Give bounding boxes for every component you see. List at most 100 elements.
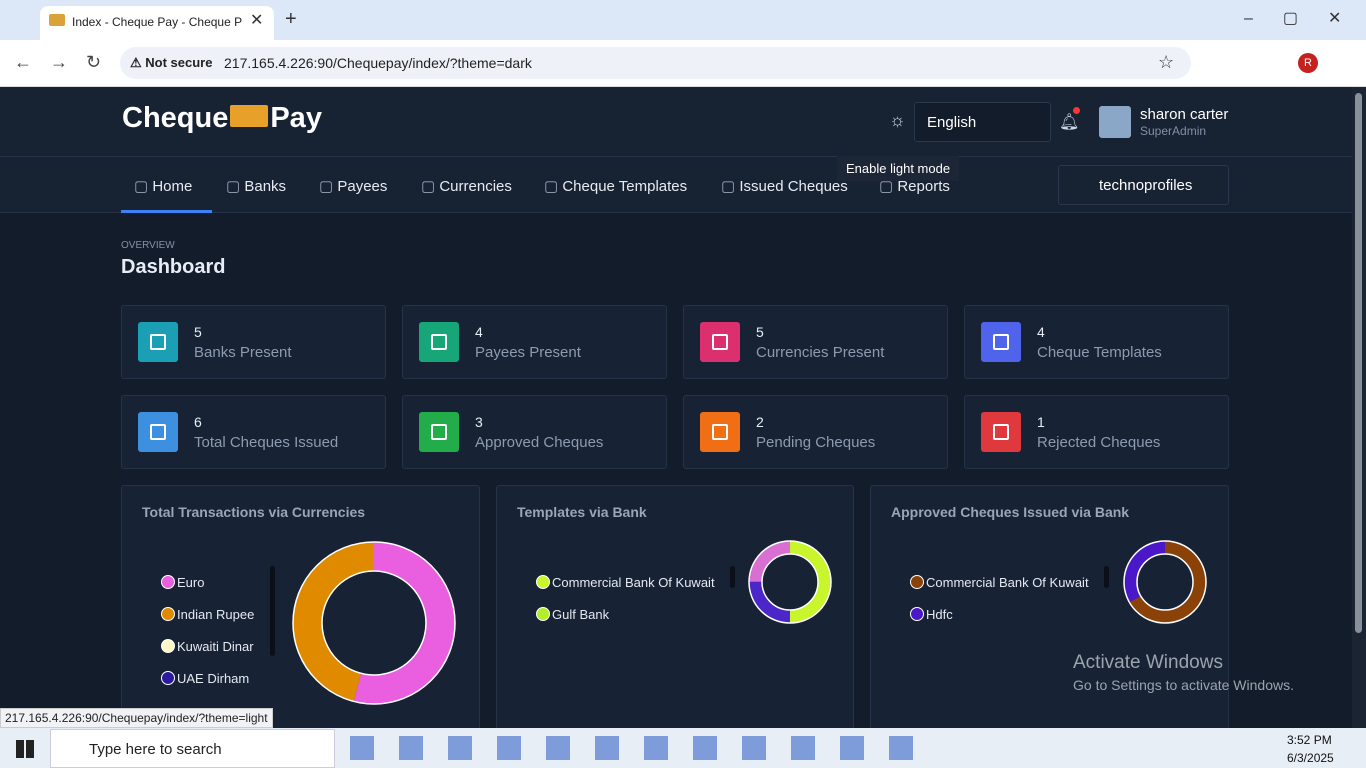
donut-segment[interactable]: [749, 541, 831, 623]
nav-label: Reports: [897, 178, 950, 195]
search-placeholder: Type here to search: [89, 741, 222, 758]
nav-item[interactable]: ▢ Cheque Templates: [544, 177, 687, 195]
start-button[interactable]: [16, 740, 34, 758]
clock-date: 6/3/2025: [1287, 751, 1334, 765]
logo-left: Cheque: [122, 102, 229, 134]
nav-bar: [0, 157, 1352, 213]
donut-segment[interactable]: [293, 542, 455, 704]
security-chip[interactable]: ⚠ Not secure: [130, 55, 213, 70]
legend-label[interactable]: Indian Rupee: [177, 607, 255, 622]
nav-label: Cheque Templates: [562, 178, 688, 195]
avatar[interactable]: [1099, 106, 1131, 138]
notifications[interactable]: 🔔︎: [1059, 114, 1080, 131]
stat-icon: [981, 322, 1021, 362]
stat-glyph: [993, 424, 1009, 440]
profile[interactable]: R: [1298, 53, 1318, 73]
legend-label[interactable]: Commercial Bank Of Kuwait: [926, 575, 1089, 590]
legend-label[interactable]: UAE Dirham: [177, 671, 250, 686]
window-controls[interactable]: –▢✕: [1244, 10, 1366, 27]
watermark-subtitle: Go to Settings to activate Windows.: [1073, 677, 1294, 693]
legend-swatch: [161, 639, 175, 653]
new-tab[interactable]: +: [285, 8, 297, 30]
legend-label[interactable]: Kuwaiti Dinar: [177, 639, 254, 654]
legend-scrollbar: [730, 566, 735, 588]
donut-outline: [761, 553, 819, 611]
eyebrow: OVERVIEW: [121, 240, 175, 251]
nav-label: Home: [152, 178, 193, 195]
donut-chart: [292, 541, 456, 705]
nav-icon: ▢: [226, 178, 245, 195]
bookmark-star[interactable]: ☆: [1158, 52, 1175, 72]
stat-value: 5: [194, 324, 202, 340]
nav-item[interactable]: ▢ Banks: [226, 177, 286, 195]
nav-item[interactable]: ▢ Reports: [879, 177, 950, 195]
legend-label[interactable]: Gulf Bank: [552, 607, 610, 622]
stat-label: Payees Present: [475, 344, 581, 361]
theme-toggle[interactable]: ☼: [889, 110, 906, 130]
nav-icon: ▢: [421, 178, 440, 195]
nav-buttons[interactable]: ←→↻: [14, 52, 120, 72]
logo[interactable]: Cheque Pay: [122, 102, 322, 135]
nav-icon: ▢: [879, 178, 898, 195]
chart-title: Approved Cheques Issued via Bank: [891, 504, 1130, 520]
stat-glyph: [431, 424, 447, 440]
legend-swatch: [161, 575, 175, 589]
browser-tab[interactable]: Index - Cheque Pay - Cheque P: [40, 6, 274, 40]
stat-icon: [419, 412, 459, 452]
donut-outline: [321, 570, 427, 676]
stat-label: Cheque Templates: [1037, 344, 1162, 361]
stat-glyph: [150, 424, 166, 440]
legend-label[interactable]: Euro: [177, 575, 205, 590]
chart-title: Total Transactions via Currencies: [142, 504, 366, 520]
stat-icon: [700, 322, 740, 362]
watermark-title: Activate Windows: [1073, 652, 1223, 673]
nav-label: Currencies: [439, 178, 512, 195]
donut-outline: [1136, 553, 1194, 611]
stat-value: 4: [475, 324, 483, 340]
chart-card: [496, 485, 854, 730]
stat-label: Total Cheques Issued: [194, 434, 339, 451]
legend-scrollbar: [1104, 566, 1109, 588]
stat-glyph: [712, 424, 728, 440]
tab-close[interactable]: ✕: [250, 12, 264, 29]
omnibox[interactable]: [120, 47, 1191, 79]
active-indicator: [121, 210, 212, 213]
chart-card: [870, 485, 1229, 730]
donut-chart: [748, 540, 832, 624]
pinned-apps[interactable]: [350, 736, 920, 760]
company: technoprofiles: [1099, 177, 1193, 194]
legend-swatch: [536, 575, 550, 589]
legend-label[interactable]: Hdfc: [926, 607, 953, 622]
stat-icon: [981, 412, 1021, 452]
stat-card[interactable]: [121, 305, 386, 379]
stat-icon: [419, 322, 459, 362]
stat-value: 5: [756, 324, 764, 340]
nav-label: Banks: [244, 178, 287, 195]
url: 217.165.4.226:90/Chequepay/index/?theme=…: [224, 55, 532, 71]
nav-item[interactable]: ▢ Payees: [319, 177, 387, 195]
donut-segment[interactable]: [1124, 541, 1206, 623]
nav-item[interactable]: ▢ Home: [134, 177, 192, 195]
stat-label: Banks Present: [194, 344, 292, 361]
stat-value: 6: [194, 414, 202, 430]
stat-glyph: [150, 334, 166, 350]
legend-swatch: [910, 607, 924, 621]
stat-icon: [138, 322, 178, 362]
stat-icon: [700, 412, 740, 452]
stat-value: 1: [1037, 414, 1045, 430]
stat-label: Pending Cheques: [756, 434, 876, 451]
language-select[interactable]: English: [914, 102, 1051, 142]
company-select[interactable]: technoprofiles: [1058, 165, 1229, 205]
user-name: sharon carter: [1140, 106, 1229, 123]
legend-label[interactable]: Commercial Bank Of Kuwait: [552, 575, 715, 590]
nav-item[interactable]: ▢ Issued Cheques: [721, 177, 848, 195]
notification-dot: [1073, 107, 1080, 114]
nav-item[interactable]: ▢ Currencies: [421, 177, 512, 195]
donut-segment[interactable]: [749, 541, 831, 623]
search-box[interactable]: Type here to search: [50, 729, 335, 768]
scrollbar[interactable]: [1352, 87, 1366, 728]
stat-label: Approved Cheques: [475, 434, 604, 451]
clock-time: 3:52 PM: [1287, 733, 1332, 747]
user-role: SuperAdmin: [1140, 124, 1207, 138]
